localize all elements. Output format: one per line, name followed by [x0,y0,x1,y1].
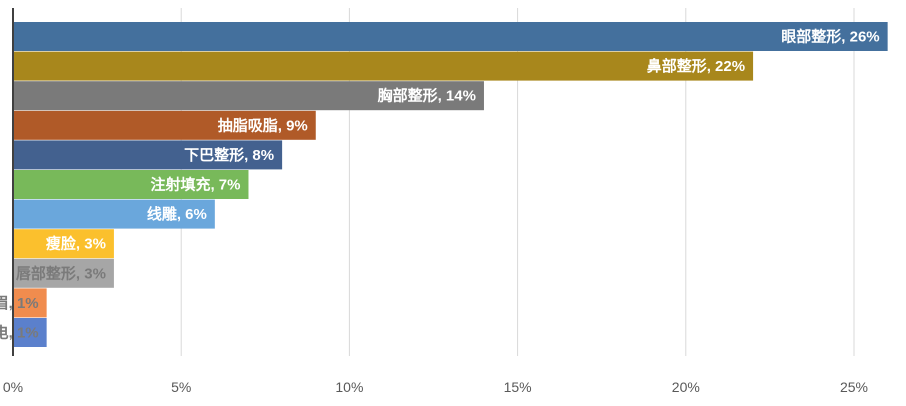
data-label: 鼻部整形, 22% [647,57,745,75]
x-tick-label: 20% [672,379,700,395]
data-label: 抽脂吸脂, 9% [218,116,308,134]
x-axis-tick-labels: 0% 5% 10% 15% 20% 25% [3,379,868,395]
data-label: 光电, 1% [0,324,39,342]
x-tick-label: 15% [504,379,532,395]
data-label: 胸部整形, 14% [378,87,476,105]
data-label: 唇部整形, 3% [16,264,106,282]
bar [13,22,888,51]
bar [13,140,283,170]
bar [13,318,47,347]
bar [13,51,754,81]
x-tick-label: 10% [335,379,363,395]
bar [13,288,47,318]
x-tick-label: 5% [171,379,191,395]
data-labels: 眼部整形, 26% 鼻部整形, 22% 胸部整形, 14% 抽脂吸脂, 9% 下巴整形,… [0,28,880,342]
data-label: 线雕, 6% [147,205,207,223]
bar [13,229,114,259]
data-label: 眼部整形, 26% [781,28,879,46]
x-tick-label: 25% [840,379,868,395]
bar [13,170,249,199]
data-label: 瘦脸, 3% [46,235,106,253]
bars [13,22,888,347]
data-label: 注射填充, 7% [150,176,240,194]
bar [13,110,316,140]
x-tick-label: 0% [3,379,23,395]
bar [13,81,484,111]
data-label: 下巴整形, 8% [184,146,274,164]
bar [13,199,215,229]
data-label: 纹眉, 1% [0,294,39,312]
bar [13,258,114,288]
